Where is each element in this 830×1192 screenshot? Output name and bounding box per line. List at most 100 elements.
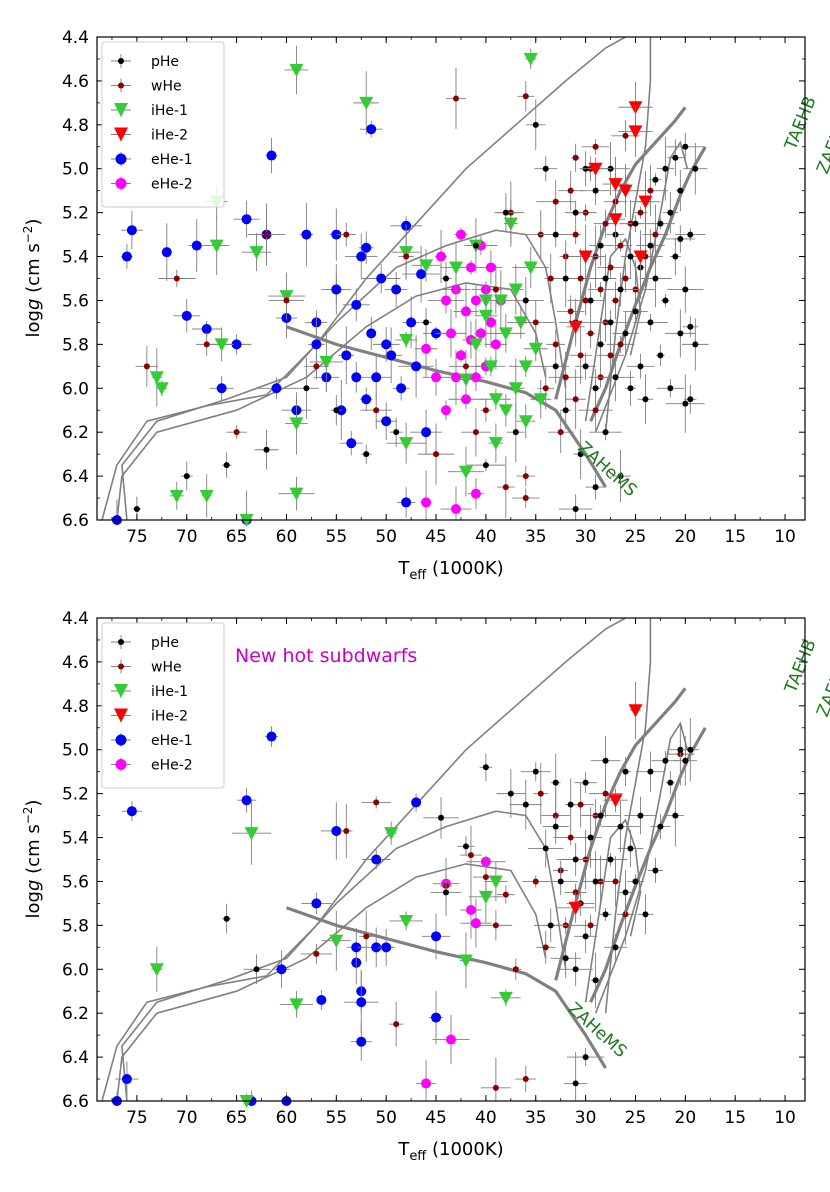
point-ihe-1	[498, 394, 513, 427]
point-phe	[533, 908, 568, 943]
point-phe	[543, 867, 579, 896]
point-phe	[632, 313, 668, 331]
x-tick-label: 70	[176, 527, 198, 547]
point-phe	[593, 852, 628, 867]
point-phe	[566, 1048, 605, 1067]
point-whe	[449, 349, 483, 384]
x-tick-label: 25	[625, 1108, 647, 1128]
evolution-track-2	[116, 282, 547, 521]
point-ehe-1	[120, 211, 143, 250]
point-ihe-1	[491, 293, 510, 308]
x-tick-label: 55	[326, 1108, 348, 1128]
point-ihe-1	[321, 910, 351, 971]
point-ehe-2	[479, 250, 503, 285]
point-whe	[585, 318, 596, 349]
point-ehe-2	[460, 898, 492, 948]
point-phe	[558, 494, 593, 520]
point-ehe-2	[416, 1060, 436, 1101]
point-ihe-1	[516, 404, 536, 439]
y-tick-label: 5.2	[62, 204, 89, 224]
point-phe	[423, 796, 459, 839]
y-tick-label: 5.0	[62, 741, 89, 761]
y-tick-label: 5.8	[62, 335, 89, 355]
point-ehe-1	[115, 1061, 139, 1097]
x-tick-label: 10	[774, 1108, 796, 1128]
point-ehe-2	[432, 1014, 470, 1065]
point-phe	[665, 225, 696, 253]
y-tick-label: 6.6	[62, 1092, 89, 1112]
point-phe	[534, 156, 558, 182]
point-ehe-1	[329, 208, 343, 261]
point-phe	[669, 237, 681, 276]
legend-label: eHe-2	[151, 758, 193, 774]
point-phe	[597, 353, 635, 402]
point-ihe-1	[309, 332, 343, 392]
point-ehe-2	[435, 309, 467, 358]
point-phe	[580, 804, 621, 827]
point-phe	[639, 249, 672, 308]
point-ihe-1	[411, 249, 441, 282]
point-ehe-1	[316, 989, 327, 1011]
point-whe	[609, 856, 622, 907]
point-ehe-1	[398, 335, 434, 398]
point-phe	[602, 272, 639, 307]
x-tick-label: 45	[425, 527, 447, 547]
point-ihe-2	[633, 230, 648, 284]
point-whe	[300, 943, 333, 965]
legend-label: iHe-1	[151, 103, 188, 119]
x-tick-label: 20	[675, 1108, 697, 1128]
point-ehe-1	[209, 376, 234, 401]
point-phe	[656, 344, 665, 367]
axis-ticks: 75 70 65 60 55 50 45 40 35 30 25 20 15 10 4.4 4.6 4.8 5.0…	[62, 28, 805, 547]
point-ehe-2	[420, 470, 432, 520]
point-ihe-1	[508, 355, 544, 377]
point-whe	[571, 143, 580, 172]
point-phe	[539, 221, 573, 248]
x-tick-label: 25	[625, 527, 647, 547]
point-ihe-1	[284, 45, 309, 95]
point-phe	[589, 424, 622, 441]
point-phe	[509, 779, 543, 830]
zahems-track	[285, 906, 607, 1069]
point-phe	[667, 139, 684, 177]
point-ihe-2	[630, 180, 661, 224]
point-ehe-2	[460, 881, 482, 939]
point-ehe-1	[410, 409, 443, 455]
legend-label: iHe-2	[151, 128, 188, 144]
point-ihe-1	[389, 911, 423, 931]
point-ihe-1	[523, 48, 538, 70]
point-whe	[509, 958, 522, 980]
point-whe	[260, 209, 273, 260]
point-whe	[445, 67, 467, 130]
x-tick-label: 30	[575, 527, 597, 547]
point-ihe-1	[279, 991, 314, 1018]
point-phe	[616, 870, 635, 915]
point-whe	[512, 488, 540, 508]
point-ihe-2	[566, 312, 585, 341]
point-phe	[330, 395, 342, 426]
point-ehe-1	[428, 991, 444, 1045]
point-ehe-1	[378, 928, 395, 966]
point-phe	[564, 200, 587, 225]
point-phe	[574, 772, 597, 794]
point-ehe-1	[273, 950, 290, 988]
point-phe	[430, 868, 462, 916]
point-whe	[633, 206, 648, 219]
point-ihe-1	[384, 821, 399, 845]
point-whe	[515, 1066, 537, 1093]
point-phe	[647, 858, 664, 883]
zahems-track	[285, 325, 607, 488]
legend-box	[101, 41, 225, 208]
point-phe	[675, 170, 685, 212]
point-whe	[547, 411, 574, 453]
point-phe	[636, 229, 665, 262]
point-ehe-2	[422, 359, 450, 396]
point-whe	[158, 269, 196, 288]
y-tick-label: 5.6	[62, 872, 89, 892]
legend-entry-ehe-2: eHe-2	[111, 176, 193, 193]
legend-entry-phe: pHe	[111, 635, 179, 651]
point-whe	[497, 456, 515, 518]
point-phe	[579, 176, 612, 206]
zaehb-label: ZAEHB	[813, 658, 830, 720]
point-phe	[586, 282, 595, 319]
